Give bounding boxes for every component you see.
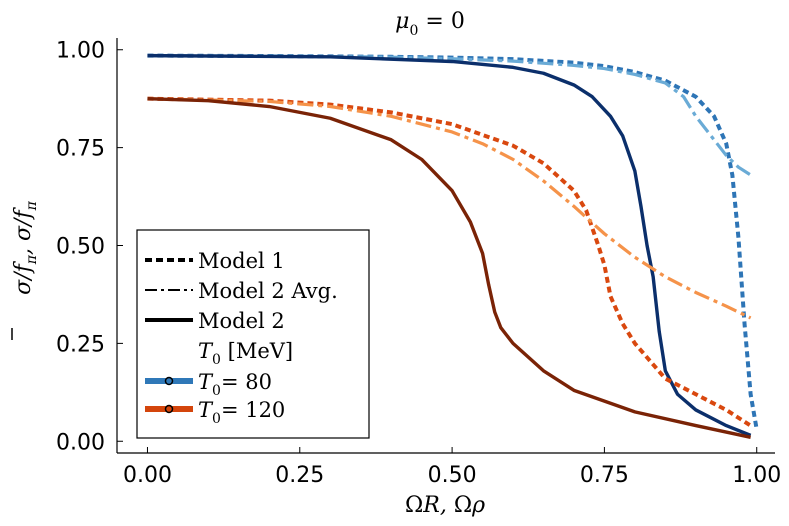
legend-label-t120: T0= 120	[198, 398, 285, 427]
legend-label-t80: T0= 80	[198, 370, 272, 399]
series-line-1	[147, 54, 752, 177]
series-line-3	[147, 96, 752, 428]
series-group	[147, 53, 759, 440]
legend-temp-title: T0 [MeV]	[198, 339, 293, 368]
y-tick-label: 0.00	[56, 430, 105, 455]
legend-box	[136, 229, 370, 439]
chart-title: μ0 = 0	[395, 9, 465, 39]
x-axis-label: ΩR, Ωρ	[405, 493, 485, 518]
legend-label-model2: Model 2	[198, 309, 285, 333]
series-line-5	[147, 96, 751, 440]
x-tick-label: 0.75	[580, 463, 629, 488]
x-tick-label: 0.50	[428, 463, 477, 488]
svg-text:σ/fπ, σ/fπ: σ/fπ, σ/fπ	[11, 200, 40, 294]
axis-ticks: 0.00 0.25 0.50 0.75 1.00 0.00 0.25 0.50 0.75 1.00	[56, 39, 781, 488]
legend-label-model1: Model 1	[198, 249, 285, 273]
legend-label-model2-avg: Model 2 Avg.	[198, 279, 338, 303]
y-axis-label: σ/fπ, σ/fπ	[11, 200, 40, 340]
x-tick-label: 1.00	[732, 463, 781, 488]
y-tick-label: 0.75	[56, 137, 105, 162]
legend-marker-t80	[164, 376, 174, 386]
x-tick-label: 0.25	[275, 463, 324, 488]
legend-marker-t120	[164, 404, 174, 414]
legend: Model 1 Model 2 Avg. Model 2 T0 [MeV] T0…	[136, 229, 370, 439]
y-tick-label: 0.50	[56, 235, 105, 260]
x-tick-label: 0.00	[123, 463, 172, 488]
y-tick-label: 1.00	[56, 39, 105, 64]
y-tick-label: 0.25	[56, 332, 105, 357]
series-line-2	[147, 53, 752, 437]
series-line-4	[147, 97, 752, 320]
